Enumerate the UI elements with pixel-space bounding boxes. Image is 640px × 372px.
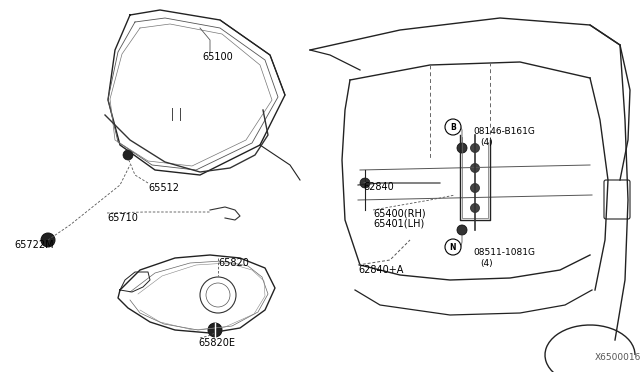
Text: 62840+A: 62840+A — [358, 265, 403, 275]
Text: (4): (4) — [480, 138, 493, 147]
Text: 65401(LH): 65401(LH) — [373, 219, 424, 229]
Circle shape — [41, 233, 55, 247]
Text: B: B — [450, 122, 456, 131]
Circle shape — [123, 150, 133, 160]
Text: X6500016: X6500016 — [595, 353, 640, 362]
Text: 62840: 62840 — [363, 182, 394, 192]
Circle shape — [470, 183, 479, 192]
Text: 08146-B161G: 08146-B161G — [473, 127, 535, 136]
Text: 65820E: 65820E — [198, 338, 235, 348]
Circle shape — [457, 143, 467, 153]
Circle shape — [360, 178, 370, 188]
Text: N: N — [450, 243, 456, 251]
Text: 65400(RH): 65400(RH) — [373, 208, 426, 218]
Text: 65512: 65512 — [148, 183, 179, 193]
Circle shape — [470, 144, 479, 153]
Text: 65820: 65820 — [218, 258, 249, 268]
Circle shape — [470, 164, 479, 173]
Circle shape — [470, 203, 479, 212]
Text: 65100: 65100 — [202, 52, 233, 62]
Text: 08511-1081G: 08511-1081G — [473, 248, 535, 257]
Circle shape — [457, 225, 467, 235]
Text: (4): (4) — [480, 259, 493, 268]
Text: 65722M: 65722M — [14, 240, 54, 250]
Circle shape — [208, 323, 222, 337]
Text: 65710: 65710 — [107, 213, 138, 223]
